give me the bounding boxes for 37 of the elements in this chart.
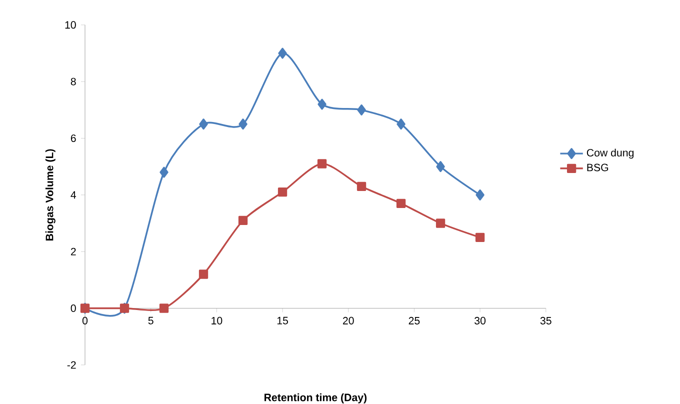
legend-label: BSG: [587, 164, 608, 172]
point: [199, 118, 208, 130]
y-tick-label: 0: [70, 304, 76, 312]
y-tick-label: 8: [70, 78, 76, 86]
point: [159, 304, 169, 313]
y-tick-label: 10: [65, 21, 76, 29]
x-tick-label: 15: [277, 317, 288, 324]
point: [356, 182, 366, 192]
x-tick-label: 5: [148, 317, 154, 324]
point: [317, 159, 327, 168]
point: [476, 189, 484, 201]
point: [198, 270, 208, 279]
y-tick-label: 4: [70, 191, 76, 199]
point: [238, 216, 248, 226]
x-tick-label: 0: [82, 317, 88, 325]
point: [396, 118, 406, 130]
x-tick-label: 10: [212, 317, 222, 325]
point: [318, 98, 326, 110]
x-axis-title: Retention time (Day): [264, 393, 367, 404]
x-tick-label: 35: [540, 317, 552, 325]
x-tick-label: 25: [408, 317, 420, 325]
y-axis-title: Biogas Volume (L): [45, 149, 56, 241]
x-tick-label: 20: [343, 317, 354, 325]
point: [436, 218, 446, 228]
point: [396, 198, 406, 208]
point: [475, 232, 485, 242]
y-tick-label: -2: [67, 361, 76, 369]
legend-label: Cow dung: [586, 148, 634, 159]
x-tick-label: 30: [474, 317, 486, 325]
y-tick-label: 6: [70, 134, 76, 142]
y-tick-label: 2: [70, 248, 76, 256]
point: [160, 166, 168, 178]
point: [436, 161, 445, 172]
point: [278, 188, 288, 197]
point: [278, 48, 287, 59]
point: [238, 118, 248, 130]
point: [357, 104, 366, 116]
